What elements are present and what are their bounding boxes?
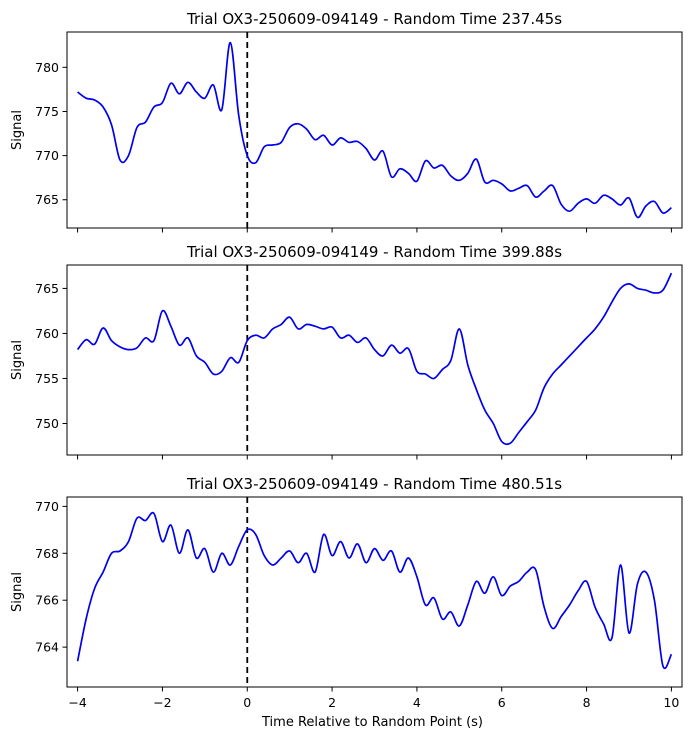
- x-tick-label: 6: [498, 695, 506, 710]
- x-tick-label: −4: [68, 695, 86, 710]
- axes-frame: [66, 264, 683, 456]
- y-tick-label: 760: [35, 326, 59, 341]
- x-tick-label: 8: [583, 695, 591, 710]
- y-tick-label: 750: [35, 416, 59, 431]
- x-tick-label: −2: [153, 695, 171, 710]
- axes-frame: [66, 496, 683, 688]
- x-tick-label: 10: [663, 695, 679, 710]
- subplot-title: Trial OX3-250609-094149 - Random Time 23…: [186, 10, 562, 28]
- y-tick-label: 766: [35, 593, 59, 608]
- x-tick-label: 0: [243, 695, 251, 710]
- subplot-3: Trial OX3-250609-094149 - Random Time 48…: [10, 475, 683, 710]
- y-tick-label: 768: [35, 546, 59, 561]
- x-tick-label: 4: [413, 695, 421, 710]
- y-tick-label: 780: [35, 60, 59, 75]
- subplot-1: Trial OX3-250609-094149 - Random Time 23…: [10, 10, 683, 233]
- signal-line: [76, 272, 673, 446]
- y-axis-label: Signal: [10, 340, 25, 380]
- y-tick-label: 775: [35, 104, 59, 119]
- subplot-2: Trial OX3-250609-094149 - Random Time 39…: [10, 243, 683, 460]
- y-tick-label: 764: [35, 640, 59, 655]
- signal-line: [77, 41, 672, 219]
- axes-frame: [66, 31, 683, 229]
- y-tick-label: 770: [35, 148, 59, 163]
- y-axis-label: Signal: [10, 572, 25, 612]
- y-tick-label: 765: [35, 281, 59, 296]
- y-tick-label: 755: [35, 371, 59, 386]
- x-axis-label: Time Relative to Random Point (s): [261, 715, 483, 730]
- subplot-title: Trial OX3-250609-094149 - Random Time 48…: [186, 475, 562, 493]
- subplot-title: Trial OX3-250609-094149 - Random Time 39…: [186, 243, 562, 261]
- y-tick-label: 765: [35, 192, 59, 207]
- signal-line: [76, 511, 673, 669]
- y-axis-label: Signal: [10, 110, 25, 150]
- x-tick-label: 2: [328, 695, 336, 710]
- y-tick-label: 770: [35, 499, 59, 514]
